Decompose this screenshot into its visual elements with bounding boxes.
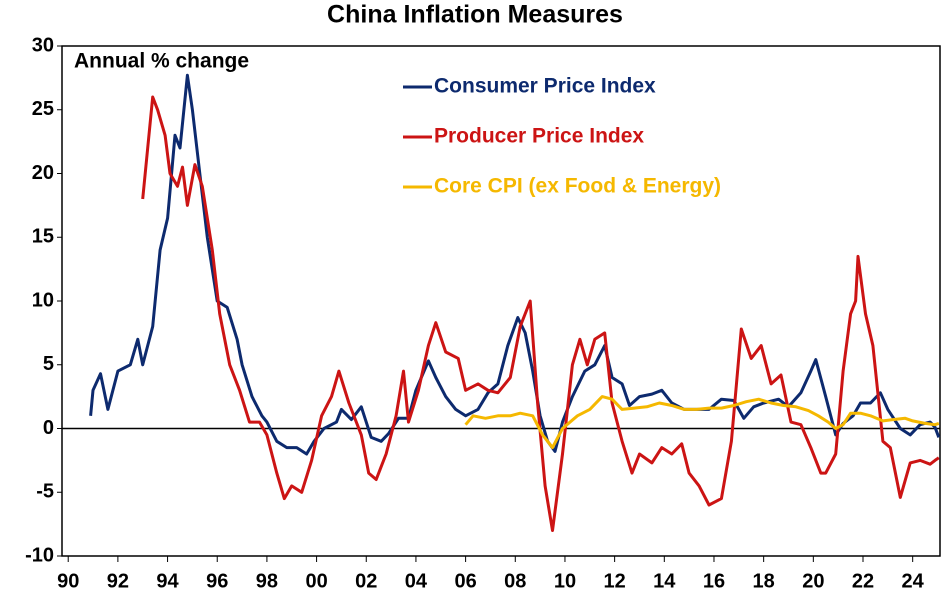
y-tick-label: 20 [32,162,54,184]
series-line [89,73,941,456]
x-tick-label: 04 [405,570,428,592]
x-tick-label: 10 [554,570,576,592]
series-line [141,95,940,532]
x-tick-label: 00 [305,570,327,592]
x-tick-label: 20 [802,570,824,592]
y-tick-label: 25 [32,98,54,120]
chart-title: China Inflation Measures [327,1,623,29]
x-tick-label: 90 [57,570,79,592]
x-tick-label: 16 [703,570,725,592]
legend-label: Producer Price Index [434,125,644,148]
x-tick-label: 94 [156,570,179,592]
x-tick-label: 08 [504,570,526,592]
x-tick-label: 22 [852,570,874,592]
y-tick-label: -10 [25,544,54,566]
x-tick-label: 14 [653,570,676,592]
x-tick-label: 18 [753,570,775,592]
y-tick-label: 5 [43,353,54,375]
legend-label: Core CPI (ex Food & Energy) [434,175,721,198]
x-tick-label: 92 [107,570,129,592]
y-tick-label: 30 [32,34,54,56]
y-tick-label: 10 [32,289,54,311]
x-tick-label: 06 [454,570,476,592]
x-tick-label: 24 [902,570,925,592]
y-tick-label: 0 [43,417,54,439]
x-tick-label: 12 [604,570,626,592]
x-tick-label: 02 [355,570,377,592]
annotation: Annual % change [74,50,249,73]
x-tick-label: 96 [206,570,228,592]
legend-label: Consumer Price Index [434,75,656,98]
x-tick-label: 98 [256,570,278,592]
y-tick-label: -5 [36,481,54,503]
y-tick-label: 15 [32,226,54,248]
series-line [464,395,940,450]
